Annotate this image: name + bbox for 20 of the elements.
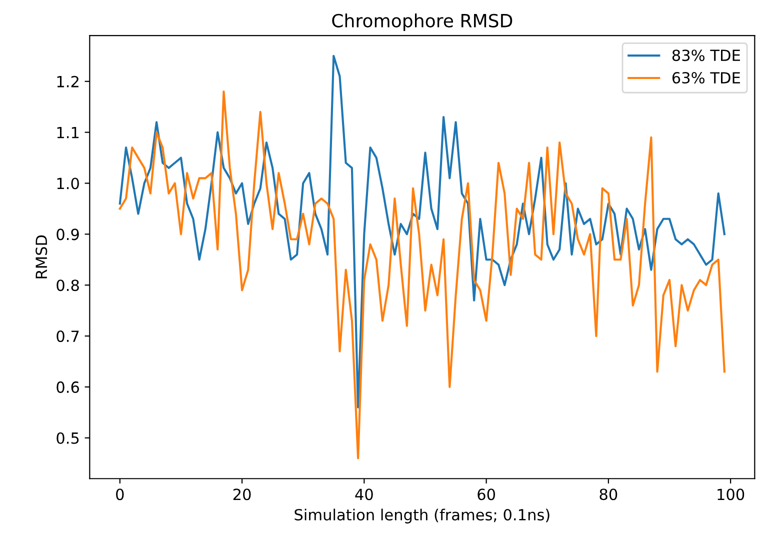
y-tick-label: 0.7 bbox=[56, 330, 79, 342]
chart-title: Chromophore RMSD bbox=[332, 14, 512, 31]
x-tick-label: 40 bbox=[355, 488, 373, 500]
x-axis-title: Simulation length (frames; 0.1ns) bbox=[294, 508, 550, 524]
x-tick-label: 0 bbox=[116, 488, 124, 500]
y-tick-label: 0.9 bbox=[56, 228, 79, 240]
x-tick-label: 60 bbox=[478, 488, 496, 500]
legend-label: 83% TDE bbox=[672, 50, 740, 62]
y-tick-label: 0.5 bbox=[56, 432, 79, 444]
legend-label: 63% TDE bbox=[672, 72, 740, 84]
y-tick-label: 0.6 bbox=[56, 381, 79, 393]
x-tick-label: 80 bbox=[600, 488, 618, 500]
y-tick-label: 1.0 bbox=[57, 178, 79, 190]
y-tick-label: 1.2 bbox=[57, 76, 78, 88]
x-tick-label: 100 bbox=[718, 488, 744, 500]
y-axis-title: RMSD bbox=[36, 235, 48, 278]
y-tick-label: 0.8 bbox=[56, 280, 79, 292]
x-tick-label: 20 bbox=[233, 488, 251, 500]
y-tick-label: 1.1 bbox=[57, 126, 79, 138]
line-series bbox=[118, 90, 726, 460]
